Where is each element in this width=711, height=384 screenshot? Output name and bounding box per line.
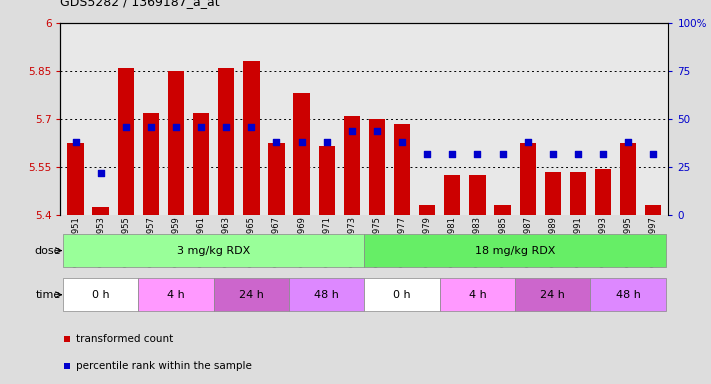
Bar (369, 119, 385, 215)
Point (597, 151, 609, 157)
Bar (520, 143, 536, 215)
Text: dose: dose (34, 245, 61, 256)
Bar (289, 278, 364, 311)
Point (547, 151, 558, 157)
Point (95, 170, 107, 176)
Bar (595, 169, 611, 215)
Point (321, 139, 333, 145)
Bar (419, 205, 435, 215)
Text: 18 mg/kg RDX: 18 mg/kg RDX (475, 245, 555, 256)
Text: 48 h: 48 h (314, 290, 339, 300)
Point (648, 151, 659, 157)
Text: percentile rank within the sample: percentile rank within the sample (75, 361, 252, 371)
Point (497, 151, 508, 157)
Bar (294, 93, 310, 215)
Bar (63, 234, 364, 267)
Bar (117, 68, 134, 215)
Text: 48 h: 48 h (616, 290, 641, 300)
Bar (63, 278, 139, 311)
Point (371, 127, 383, 134)
Bar (570, 172, 586, 215)
Text: GDS5282 / 1369187_a_at: GDS5282 / 1369187_a_at (60, 0, 220, 8)
Point (572, 151, 584, 157)
Bar (268, 143, 284, 215)
Bar (68, 143, 84, 215)
Bar (168, 71, 184, 215)
Bar (139, 278, 214, 311)
Bar (515, 278, 590, 311)
Bar (494, 205, 510, 215)
Point (70, 139, 81, 145)
Point (145, 124, 156, 130)
Bar (193, 113, 209, 215)
Point (346, 127, 358, 134)
Point (296, 139, 307, 145)
Bar (218, 68, 235, 215)
Bar (364, 278, 439, 311)
Text: time: time (36, 290, 61, 300)
Point (471, 151, 483, 157)
Bar (645, 205, 661, 215)
Bar (343, 116, 360, 215)
Point (171, 124, 182, 130)
Text: transformed count: transformed count (75, 334, 173, 344)
Point (622, 139, 634, 145)
Bar (319, 146, 335, 215)
Bar (243, 61, 260, 215)
Point (246, 124, 257, 130)
Text: 0 h: 0 h (92, 290, 109, 300)
Point (120, 124, 132, 130)
Point (196, 124, 207, 130)
Bar (590, 278, 665, 311)
Point (422, 151, 433, 157)
Bar (92, 207, 109, 215)
Bar (545, 172, 561, 215)
Bar (214, 278, 289, 311)
Bar (444, 175, 461, 215)
Point (447, 151, 458, 157)
Text: 24 h: 24 h (540, 290, 565, 300)
Point (271, 139, 282, 145)
Bar (469, 175, 486, 215)
Point (396, 139, 407, 145)
Text: 3 mg/kg RDX: 3 mg/kg RDX (177, 245, 250, 256)
Text: 4 h: 4 h (167, 290, 185, 300)
Text: 24 h: 24 h (239, 290, 264, 300)
Point (522, 139, 533, 145)
Bar (620, 143, 636, 215)
Bar (439, 278, 515, 311)
Bar (394, 124, 410, 215)
Text: 0 h: 0 h (393, 290, 411, 300)
Point (220, 124, 232, 130)
Text: 4 h: 4 h (469, 290, 486, 300)
Bar (143, 113, 159, 215)
Bar (364, 234, 665, 267)
